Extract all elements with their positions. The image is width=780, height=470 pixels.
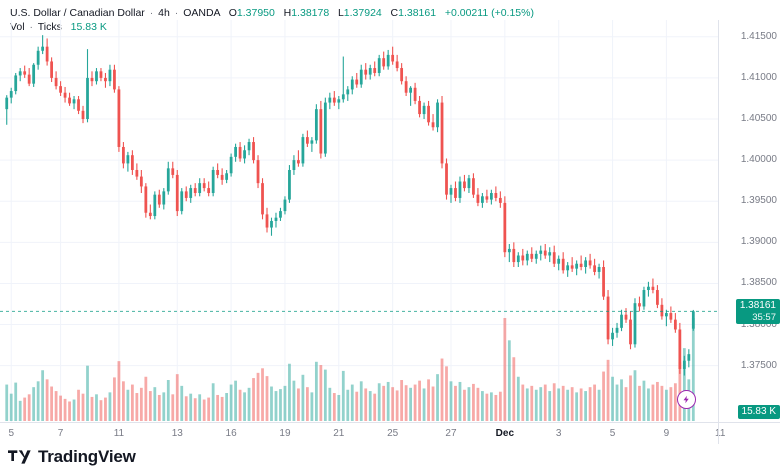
- legend-separator-1: ·: [149, 7, 154, 19]
- price-tick-2: 1.40500: [740, 113, 777, 125]
- open-key: O: [228, 7, 237, 19]
- volume-value: 15.83 K: [70, 21, 107, 33]
- time-tick-7: 25: [387, 428, 399, 439]
- legend-symbol-row[interactable]: U.S. Dollar / Canadian Dollar · 4h · OAN…: [10, 6, 534, 20]
- time-tick-11: 5: [609, 428, 616, 439]
- price-tick-0: 1.41500: [740, 30, 777, 42]
- chart-plot-area[interactable]: [0, 20, 718, 422]
- price-tick-4: 1.39500: [740, 195, 777, 207]
- time-tick-9: Dec: [495, 428, 515, 439]
- price-tick-7: 1.38000: [740, 318, 777, 330]
- time-tick-13: 11: [715, 428, 726, 439]
- high-key: H: [283, 7, 292, 19]
- time-tick-8: 27: [445, 428, 457, 439]
- last-price-value: 1.38161: [739, 300, 776, 312]
- tradingview-logo: TradingView: [8, 448, 136, 465]
- low-value: 1.37924: [343, 7, 382, 19]
- symbol-name[interactable]: U.S. Dollar / Canadian Dollar: [10, 7, 145, 19]
- legend-volume-row[interactable]: Vol · Ticks 15.83 K: [10, 20, 534, 34]
- price-tick-5: 1.39000: [740, 236, 777, 248]
- brand-name: TradingView: [38, 447, 136, 466]
- time-tick-3: 13: [171, 428, 183, 439]
- time-axis[interactable]: 5 7 11 13 16 19 21 25 27 Dec 3 5 9 11: [0, 422, 725, 445]
- time-tick-6: 21: [333, 428, 345, 439]
- time-tick-1: 7: [57, 428, 64, 439]
- price-tick-6: 1.38500: [740, 277, 777, 289]
- time-tick-2: 11: [113, 428, 125, 439]
- change-value: +0.00211 (+0.15%): [444, 7, 534, 19]
- low-key: L: [337, 7, 344, 19]
- volume-badge[interactable]: 15.83 K: [737, 405, 780, 419]
- time-tick-10: 3: [555, 428, 562, 439]
- tradingview-mark-icon: [8, 449, 31, 464]
- close-key: C: [390, 7, 399, 19]
- price-tick-8: 1.37500: [740, 359, 777, 371]
- volume-label: Vol: [10, 21, 25, 33]
- close-value: 1.38161: [398, 7, 437, 19]
- candlestick-series: [0, 35, 718, 376]
- legend-separator-2: ·: [174, 7, 179, 19]
- volume-series: [5, 318, 695, 421]
- time-tick-12: 9: [663, 428, 670, 439]
- legend-separator-3: ·: [29, 21, 34, 33]
- time-tick-5: 19: [279, 428, 291, 439]
- time-tick-4: 16: [225, 428, 237, 439]
- interval-label[interactable]: 4h: [158, 7, 170, 19]
- open-value: 1.37950: [236, 7, 275, 19]
- exchange-label[interactable]: OANDA: [183, 7, 220, 19]
- price-tick-3: 1.40000: [740, 154, 777, 166]
- volume-unit: Ticks: [37, 21, 62, 33]
- time-axis-corner: [718, 422, 780, 444]
- bar-countdown: 35:57: [752, 312, 776, 324]
- price-tick-1: 1.41000: [740, 71, 777, 83]
- bolt-icon[interactable]: [676, 390, 696, 409]
- time-tick-0: 5: [8, 428, 14, 439]
- chart-legend: U.S. Dollar / Canadian Dollar · 4h · OAN…: [10, 6, 534, 34]
- price-axis[interactable]: 1.41500 1.41000 1.40500 1.40000 1.39500 1.390…: [718, 20, 780, 422]
- high-value: 1.38178: [291, 7, 330, 19]
- last-price-badge[interactable]: 1.38161 35:57: [735, 299, 780, 325]
